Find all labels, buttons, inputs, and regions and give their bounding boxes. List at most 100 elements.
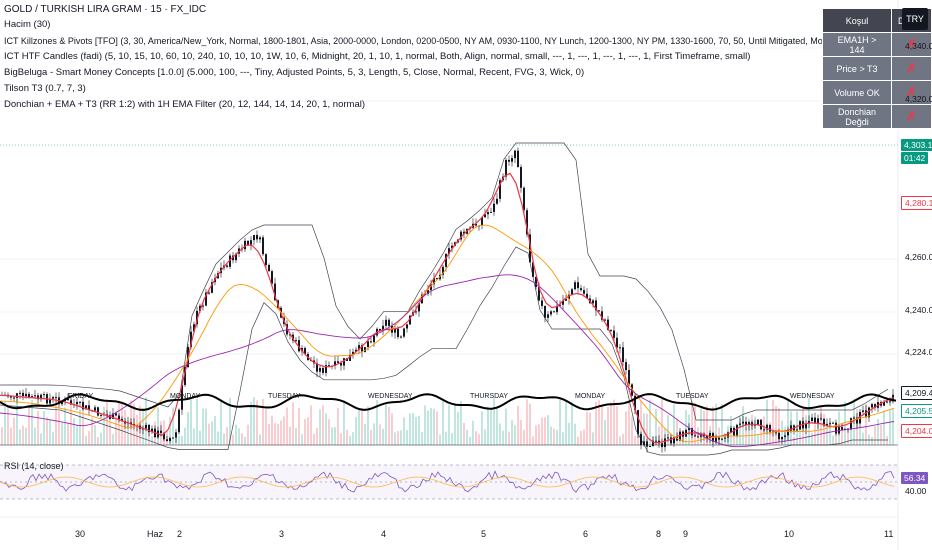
candle-body (211, 282, 213, 293)
indicator-ict-htf-candles[interactable]: ICT HTF Candles (fadi) (5, 10, 15, 10, 6… (4, 51, 751, 62)
volume-bar (382, 428, 384, 445)
indicator-tilson-t3[interactable]: Tilson T3 (0.7, 7, 3) (4, 83, 86, 94)
volume-bar (391, 413, 393, 445)
volume-bar (490, 407, 492, 445)
candle-body (13, 397, 15, 399)
volume-bar (244, 436, 246, 445)
candle-body (526, 210, 528, 235)
volume-bar (781, 420, 783, 445)
volume-bar (574, 423, 576, 445)
candle-body (718, 437, 720, 440)
candle-body (709, 433, 711, 438)
volume-bar (106, 399, 108, 445)
volume-bar (445, 431, 447, 445)
volume-bar (595, 401, 597, 445)
candle-body (61, 401, 63, 405)
candle-body (676, 437, 678, 441)
candle-body (244, 240, 246, 250)
candle-body (652, 440, 654, 446)
volume-bar (463, 422, 465, 445)
volume-bar (238, 428, 240, 445)
candle-body (298, 340, 300, 352)
candle-body (826, 423, 828, 426)
candle-body (295, 340, 297, 342)
volume-bar (190, 399, 192, 445)
volume-bar (826, 425, 828, 445)
volume-bar (418, 415, 420, 445)
volume-bar (211, 421, 213, 445)
volume-bar (643, 413, 645, 445)
volume-bar (97, 436, 99, 445)
candle-body (460, 231, 462, 240)
candle-body (532, 262, 534, 277)
time-label: 5 (481, 529, 487, 539)
volume-bar (733, 430, 735, 445)
candle-body (40, 394, 42, 400)
candle-body (79, 401, 81, 403)
volume-bar (253, 397, 255, 445)
indicator-donchian-ema-t3[interactable]: Donchian + EMA + T3 (RR 1:2) with 1H EMA… (4, 99, 365, 110)
volume-bar (766, 399, 768, 445)
volume-bar (169, 416, 171, 445)
candle-body (823, 418, 825, 426)
rsi-title[interactable]: RSI (14, close) (4, 461, 64, 471)
rsi-ma-line (0, 476, 895, 488)
grid-lines (0, 47, 898, 355)
time-label: 10 (784, 529, 795, 539)
volume-bar (541, 417, 543, 445)
symbol-title[interactable]: GOLD / TURKISH LIRA GRAM · 15 · FX_IDC (4, 4, 207, 15)
volume-bar (274, 422, 276, 445)
indicator-smart-money-concepts[interactable]: BigBeluga - Smart Money Concepts [1.0.0]… (4, 67, 585, 78)
indicator-volume[interactable]: Hacim (30) (4, 19, 51, 30)
time-label: 9 (683, 529, 689, 539)
candle-body (697, 436, 699, 438)
time-label: 4 (381, 529, 387, 539)
candle-body (262, 237, 264, 255)
volume-bar (325, 413, 327, 445)
candle-body (655, 440, 657, 442)
volume-bar (262, 399, 264, 445)
volume-bar (466, 429, 468, 445)
time-label: 6 (583, 529, 589, 539)
volume-bar (751, 414, 753, 445)
price-tag-t3: 4,205.59 (901, 404, 932, 418)
volume-bar (385, 404, 387, 445)
donchian-lower (0, 246, 888, 456)
candle-body (112, 413, 114, 419)
volume-bar (442, 400, 444, 445)
candle-body (328, 365, 330, 367)
volume-bar (607, 406, 609, 445)
volume-bar (370, 429, 372, 445)
currency-button[interactable]: TRY (902, 8, 928, 30)
volume-bar (7, 405, 9, 445)
volume-bar (103, 406, 105, 445)
volume-bar (208, 423, 210, 445)
volume-bar (316, 427, 318, 445)
indicator-ict-killzones[interactable]: ICT Killzones & Pivots [TFO] (3, 30, Ame… (4, 36, 932, 46)
price-tick: 4,224.00 (905, 347, 932, 357)
candle-body (535, 276, 537, 287)
volume-bar (37, 410, 39, 445)
rsi-tick: 40.00 (905, 486, 927, 496)
candle-body (835, 422, 837, 434)
candle-body (364, 347, 366, 352)
time-label: 2 (177, 529, 183, 539)
volume-bar (301, 434, 303, 445)
ma-line (0, 274, 895, 448)
volume-bar (250, 402, 252, 445)
price-tick: 4,320.00 (905, 94, 932, 104)
candle-body (733, 427, 735, 436)
candle-body (889, 401, 891, 403)
volume-bar (268, 423, 270, 445)
volume-bar (148, 430, 150, 445)
volume-bar (850, 429, 852, 445)
candle-body (715, 437, 717, 442)
candle-body (397, 328, 399, 338)
candle-body (250, 240, 252, 245)
candle-body (418, 303, 420, 312)
volume-bar (448, 404, 450, 445)
session-day-labels: FRIDAY MONDAY TUESDAY WEDNESDAY THURSDAY MOND… (68, 393, 835, 400)
volume-bar (550, 426, 552, 445)
